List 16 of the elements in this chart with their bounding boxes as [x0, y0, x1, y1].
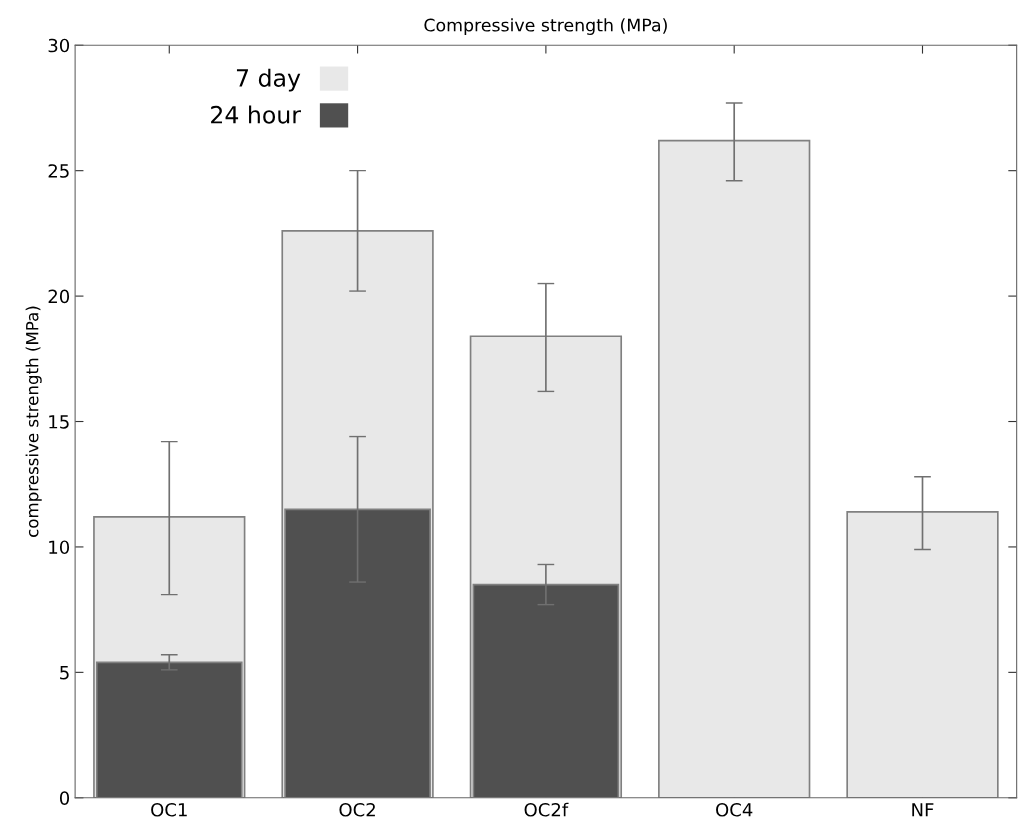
y-tick-label: 0 — [59, 791, 70, 805]
y-tick-label: 10 — [49, 540, 70, 555]
x-tick-label: NF — [912, 803, 934, 817]
legend-label: 7 day — [236, 68, 301, 92]
chart-title: Compressive strength (MPa) — [424, 18, 667, 35]
x-tick-label: OC2 — [339, 802, 375, 817]
y-tick-label: 20 — [48, 289, 70, 304]
y-tick-label: 15 — [49, 415, 69, 429]
x-tick-label: OC4 — [716, 802, 753, 817]
x-tick-label: OC2f — [524, 802, 569, 817]
y-axis-title: compressive strength (MPa) — [25, 306, 42, 537]
y-tick-label: 25 — [48, 164, 69, 178]
legend-label: 24 hour — [211, 105, 301, 124]
y-tick-label: 5 — [60, 666, 69, 680]
x-tick-label: OC1 — [151, 802, 187, 817]
y-tick-label: 30 — [48, 38, 70, 53]
